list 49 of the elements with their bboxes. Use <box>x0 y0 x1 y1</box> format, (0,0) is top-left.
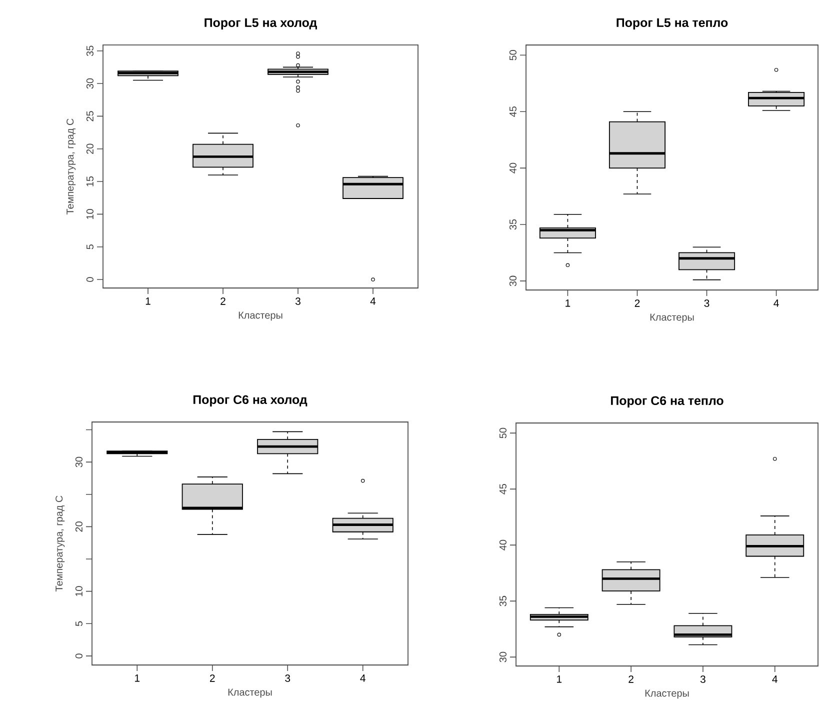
y-tick-label: 20 <box>75 522 82 532</box>
x-tick-label: 3 <box>704 300 710 307</box>
x-tick-label: 4 <box>360 674 366 682</box>
y-tick-label: 30 <box>509 276 516 286</box>
y-tick-label: 10 <box>86 209 94 219</box>
y-tick-label: 50 <box>499 428 506 438</box>
y-tick-label: 35 <box>86 46 94 56</box>
y-tick-label: 5 <box>76 621 82 626</box>
x-tick-label: 3 <box>700 676 706 683</box>
y-tick-label: 40 <box>499 540 506 550</box>
chart-title: Порог L5 на тепло <box>616 18 728 30</box>
x-tick-label: 2 <box>634 300 640 307</box>
x-axis-title: Кластеры <box>650 314 694 323</box>
chart-title: Порог C6 на холод <box>193 395 308 406</box>
x-tick-label: 3 <box>295 298 300 305</box>
x-tick-label: 1 <box>135 674 140 682</box>
x-tick-label: 3 <box>285 674 290 682</box>
y-tick-label: 0 <box>75 654 82 658</box>
y-tick-label: 0 <box>86 277 94 282</box>
x-tick-label: 2 <box>210 674 215 682</box>
y-tick-label: 35 <box>509 219 516 230</box>
x-tick-label: 1 <box>557 676 562 683</box>
x-axis-title: Кластеры <box>228 688 272 698</box>
x-tick-label: 4 <box>774 300 779 307</box>
x-tick-label: 1 <box>146 298 150 305</box>
y-tick-label: 35 <box>499 596 506 606</box>
y-tick-label: 30 <box>75 456 82 468</box>
x-axis-title: Кластеры <box>238 312 282 321</box>
x-axis-title: Кластеры <box>645 690 689 699</box>
x-tick-label: 4 <box>370 298 376 305</box>
y-tick-label: 25 <box>86 111 94 122</box>
x-tick-label: 4 <box>772 676 778 683</box>
x-tick-label: 2 <box>220 298 226 305</box>
y-tick-label: 30 <box>86 78 94 89</box>
y-tick-label: 20 <box>86 144 94 154</box>
x-tick-label: 1 <box>566 300 570 307</box>
y-tick-label: 10 <box>75 586 82 596</box>
y-tick-label: 50 <box>509 50 516 60</box>
chart-title: Порог C6 на тепло <box>611 396 724 408</box>
y-axis-title: Температура, град С <box>56 496 65 592</box>
x-tick-label: 2 <box>628 676 634 683</box>
y-tick-label: 40 <box>509 162 516 174</box>
y-tick-label: 45 <box>510 106 516 117</box>
y-axis-title: Температура, град С <box>66 118 76 214</box>
y-tick-label: 5 <box>86 244 94 250</box>
y-tick-label: 15 <box>86 176 94 186</box>
y-tick-label: 45 <box>500 484 506 494</box>
chart-title: Порог L5 на холод <box>204 18 317 30</box>
y-tick-label: 30 <box>499 652 506 662</box>
